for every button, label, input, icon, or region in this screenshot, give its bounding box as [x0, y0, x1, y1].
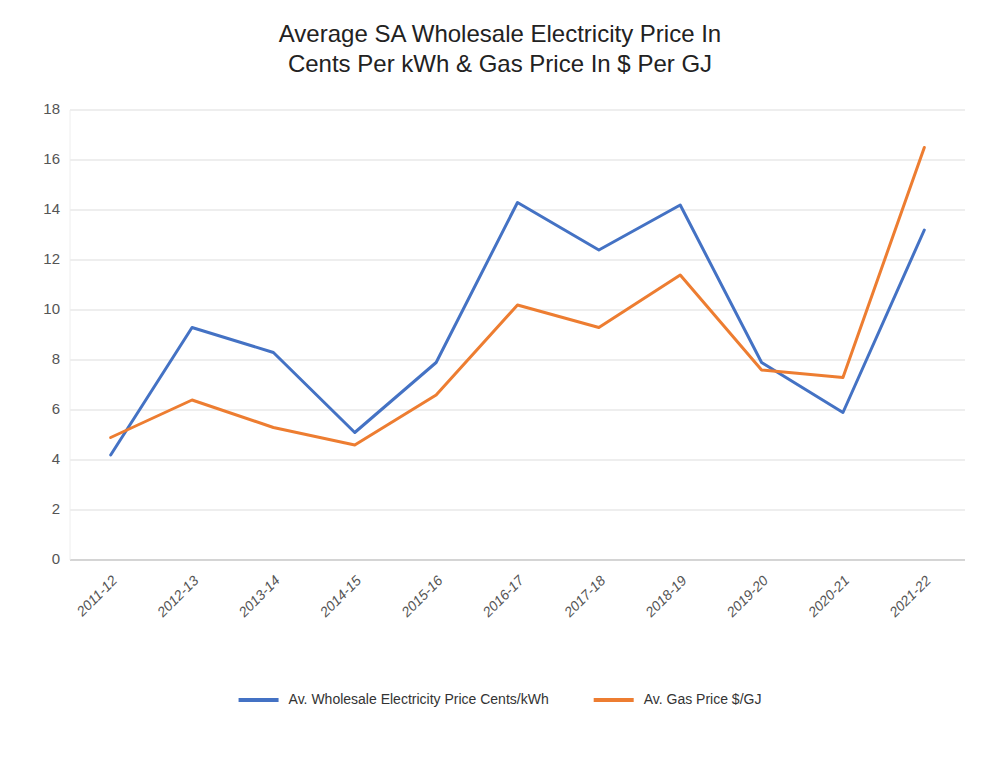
y-tick-label: 0 [52, 550, 60, 567]
legend-item: Av. Wholesale Electricity Price Cents/kW… [239, 691, 549, 707]
y-tick-label: 2 [52, 500, 60, 517]
x-tick-label: 2016-17 [479, 571, 528, 620]
legend-label: Av. Gas Price $/GJ [644, 691, 762, 707]
grid-line [70, 310, 965, 311]
x-tick-label: 2011-12 [73, 572, 121, 620]
grid-line [70, 460, 965, 461]
series-line [111, 203, 925, 456]
x-axis-line [70, 560, 965, 561]
x-tick-label: 2017-18 [560, 572, 609, 621]
y-tick-label: 16 [43, 150, 60, 167]
y-tick-label: 18 [43, 100, 60, 117]
y-tick-label: 4 [52, 450, 60, 467]
y-tick-label: 14 [43, 200, 60, 217]
grid-line [70, 160, 965, 161]
x-tick-label: 2021-22 [885, 572, 934, 621]
x-tick-label: 2014-15 [316, 572, 365, 621]
x-axis: 2011-12 2012-13 2013-14 2014-15 2015-16 2016-… [73, 571, 934, 620]
grid-line [70, 110, 965, 111]
y-axis-line [70, 110, 71, 560]
title: Average SA Wholesale Electricity Price I… [279, 20, 721, 77]
y-tick-label: 10 [43, 300, 60, 317]
lines [111, 148, 925, 456]
legend-label: Av. Wholesale Electricity Price Cents/kW… [289, 691, 549, 707]
y-axis: 0 2 4 6 8 10 12 14 16 18 [43, 100, 60, 567]
x-tick-label: 2013-14 [235, 572, 284, 621]
grid-line [70, 260, 965, 261]
grid-line [70, 360, 965, 361]
legend-item: Av. Gas Price $/GJ [594, 691, 762, 707]
grid-line [70, 210, 965, 211]
grid-line [70, 410, 965, 411]
y-tick-label: 6 [52, 400, 60, 417]
y-tick-label: 12 [43, 250, 60, 267]
x-tick-label: 2015-16 [397, 572, 446, 621]
legend-handle [239, 698, 279, 702]
grid-line [70, 510, 965, 511]
x-tick-label: 2020-21 [804, 572, 852, 620]
x-tick-label: 2012-13 [153, 572, 202, 621]
x-tick-label: 2018-19 [641, 572, 690, 621]
grid [70, 110, 965, 560]
series-line [111, 148, 925, 446]
x-tick-label: 2019-20 [723, 572, 772, 621]
background [0, 0, 1000, 781]
legend: Av. Wholesale Electricity Price Cents/kW… [239, 691, 762, 707]
legend-handle [594, 698, 634, 702]
grid-line [70, 560, 965, 561]
y-tick-label: 8 [52, 350, 60, 367]
chart: Average SA Wholesale Electricity Price I… [0, 0, 1000, 781]
